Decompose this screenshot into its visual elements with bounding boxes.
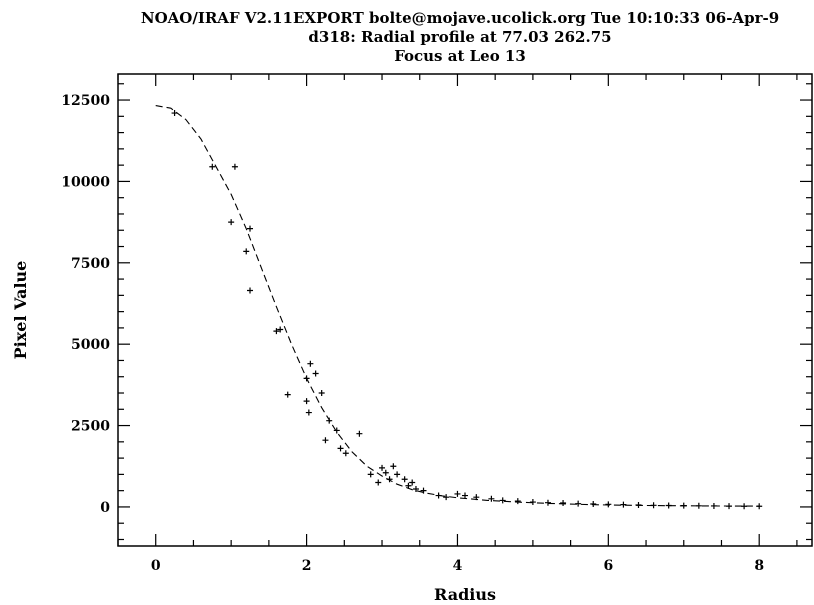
- plot-series: [155, 105, 763, 510]
- data-point-plus: [590, 501, 597, 508]
- y-axis-label: Pixel Value: [11, 261, 30, 360]
- model-profile-dashed-line: [155, 105, 760, 507]
- data-point-plus: [209, 163, 216, 170]
- data-point-plus: [273, 328, 280, 335]
- data-point-plus: [379, 464, 386, 471]
- x-tick-label: 2: [302, 558, 312, 574]
- data-point-plus: [620, 501, 627, 508]
- data-point-plus: [409, 479, 416, 486]
- data-point-plus: [337, 445, 344, 452]
- data-point-plus: [401, 476, 408, 483]
- data-point-plus: [367, 471, 374, 478]
- y-axis-ticks: 0 2500 5000 7500 10000 12500: [61, 83, 812, 541]
- data-point-plus: [412, 486, 419, 493]
- data-point-plus: [247, 225, 254, 232]
- data-point-plus: [277, 326, 284, 333]
- data-point-plus: [247, 287, 254, 294]
- data-point-plus: [575, 500, 582, 507]
- y-tick-label: 12500: [61, 93, 110, 109]
- y-tick-label: 7500: [71, 256, 110, 272]
- data-point-plus: [544, 499, 551, 506]
- plot-frame: [117, 73, 813, 547]
- x-tick-label: 6: [603, 558, 613, 574]
- data-point-plus: [342, 450, 349, 457]
- y-tick-label: 0: [100, 500, 110, 516]
- data-point-plus: [382, 469, 389, 476]
- data-point-plus: [318, 390, 325, 397]
- data-point-plus: [333, 427, 340, 434]
- data-point-plus: [499, 497, 506, 504]
- data-point-plus: [462, 492, 468, 499]
- x-tick-label: 0: [151, 558, 161, 574]
- data-point-plus: [605, 501, 612, 508]
- x-tick-label: 8: [754, 558, 764, 574]
- data-point-plus: [514, 498, 521, 505]
- data-point-plus: [375, 479, 382, 486]
- y-tick-label: 2500: [71, 419, 110, 435]
- data-point-plus: [284, 391, 291, 398]
- data-point-plus: [443, 494, 450, 501]
- data-point-plus: [488, 495, 495, 502]
- data-point-plus: [529, 499, 536, 506]
- data-point-plus: [356, 430, 363, 437]
- x-axis-label: Radius: [434, 585, 496, 604]
- data-point-plus: [390, 463, 397, 470]
- data-point-plus: [303, 398, 310, 405]
- y-tick-label: 5000: [71, 337, 110, 353]
- data-point-plus: [307, 360, 314, 367]
- data-point-plus: [420, 487, 427, 494]
- data-point-plus: [305, 409, 312, 416]
- x-axis-ticks: 0 2 4 6 8: [117, 74, 798, 574]
- data-point-plus: [394, 471, 401, 478]
- data-point-plus: [312, 370, 319, 377]
- y-tick-label: 10000: [61, 174, 110, 190]
- data-point-plus: [560, 500, 567, 507]
- data-point-plus: [228, 219, 235, 226]
- plot-title-block: NOAO/IRAF V2.11EXPORT bolte@mojave.ucoli…: [141, 9, 779, 65]
- title-line-1: NOAO/IRAF V2.11EXPORT bolte@mojave.ucoli…: [141, 9, 779, 27]
- title-line-3: Focus at Leo 13: [394, 47, 526, 65]
- data-point-plus: [322, 437, 329, 444]
- data-point-plus: [454, 490, 461, 497]
- title-line-2: d318: Radial profile at 77.03 262.75: [308, 28, 611, 46]
- x-tick-label: 4: [453, 558, 463, 574]
- data-point-plus: [243, 248, 250, 255]
- data-point-plus: [231, 163, 238, 170]
